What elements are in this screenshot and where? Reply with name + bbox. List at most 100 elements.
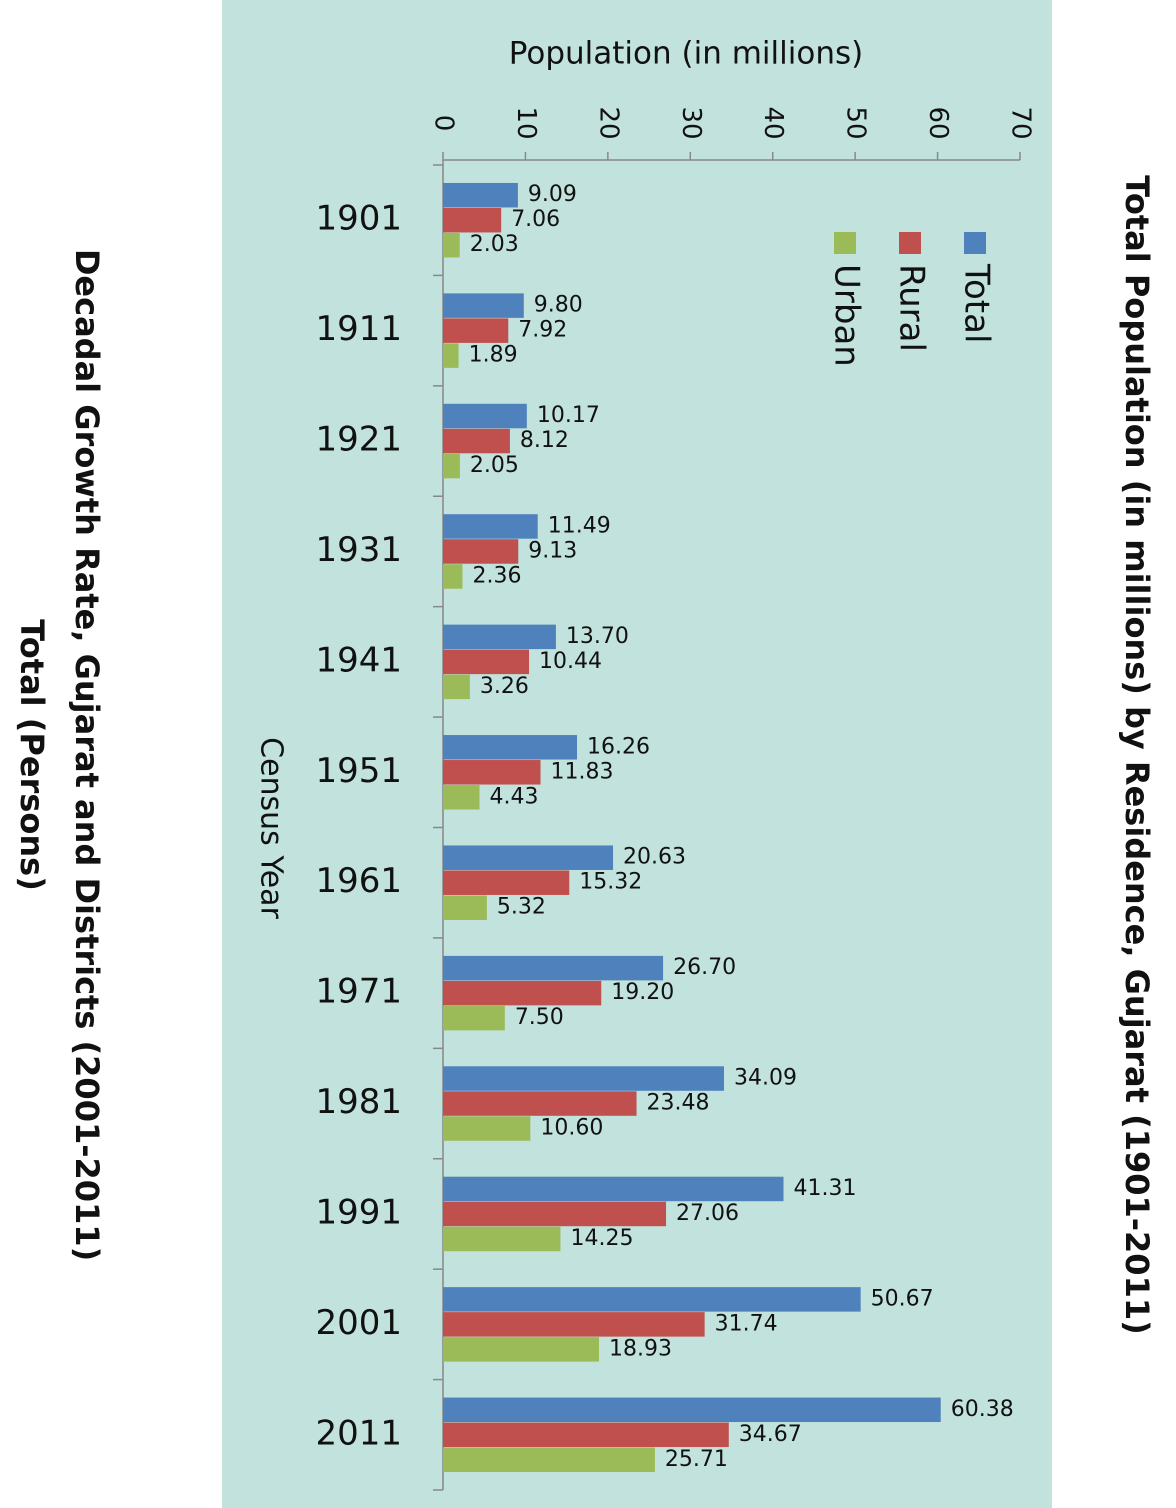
data-label: 25.71 bbox=[665, 1447, 728, 1472]
bar bbox=[443, 980, 602, 1006]
bar bbox=[443, 1005, 505, 1031]
data-label: 9.09 bbox=[528, 182, 577, 207]
data-label: 15.32 bbox=[579, 870, 642, 895]
data-label: 10.44 bbox=[539, 649, 602, 674]
y-tick-label: 1911 bbox=[315, 309, 402, 349]
data-label: 2.36 bbox=[472, 563, 521, 588]
bar bbox=[443, 674, 470, 700]
bar bbox=[443, 1066, 724, 1091]
data-label: 7.92 bbox=[518, 318, 567, 343]
y-tick-label: 2001 bbox=[315, 1303, 402, 1343]
data-label: 34.67 bbox=[739, 1422, 802, 1447]
bar bbox=[443, 870, 570, 895]
x-tick-label: 50 bbox=[841, 106, 871, 139]
bar bbox=[443, 318, 509, 343]
bar bbox=[443, 624, 556, 650]
bar bbox=[443, 1116, 531, 1141]
data-label: 31.74 bbox=[715, 1311, 778, 1336]
x-tick-label: 10 bbox=[511, 106, 541, 139]
legend-label: Total bbox=[957, 263, 997, 343]
data-label: 26.70 bbox=[673, 955, 736, 980]
bar bbox=[443, 1176, 784, 1202]
data-label: 2.03 bbox=[470, 232, 519, 257]
data-label: 9.80 bbox=[534, 293, 583, 318]
data-label: 60.38 bbox=[951, 1397, 1014, 1422]
note: Total (Persons) bbox=[13, 619, 51, 891]
legend-label: Urban bbox=[827, 264, 867, 367]
y-tick-label: 1931 bbox=[315, 530, 402, 570]
legend-swatch bbox=[964, 232, 986, 254]
y-tick-label: 1981 bbox=[315, 1082, 402, 1122]
data-label: 23.48 bbox=[647, 1091, 710, 1116]
bar bbox=[443, 293, 524, 318]
bar bbox=[443, 845, 614, 870]
x-tick-label: 60 bbox=[923, 106, 953, 139]
data-label: 13.70 bbox=[566, 624, 629, 649]
y-axis-label: Census Year bbox=[254, 737, 289, 919]
bar bbox=[443, 343, 459, 368]
y-tick-label: 1921 bbox=[315, 420, 402, 460]
x-tick-label: 30 bbox=[676, 106, 706, 139]
data-label: 11.83 bbox=[551, 759, 614, 784]
data-label: 1.89 bbox=[469, 343, 518, 368]
bar bbox=[443, 955, 664, 981]
data-label: 34.09 bbox=[734, 1066, 797, 1091]
bar bbox=[443, 453, 460, 479]
legend-label: Rural bbox=[892, 264, 932, 352]
data-label: 50.67 bbox=[871, 1286, 934, 1311]
bar bbox=[443, 564, 463, 589]
y-tick-label: 2011 bbox=[315, 1413, 402, 1453]
bar bbox=[443, 1312, 705, 1337]
bar bbox=[443, 1201, 667, 1227]
bar bbox=[443, 232, 460, 258]
data-label: 4.43 bbox=[490, 784, 539, 809]
data-label: 20.63 bbox=[623, 845, 686, 870]
bar bbox=[443, 1422, 729, 1448]
data-label: 7.06 bbox=[511, 207, 560, 232]
bar bbox=[443, 760, 541, 785]
data-label: 10.60 bbox=[540, 1116, 603, 1141]
bar bbox=[443, 514, 538, 539]
bar bbox=[443, 1397, 941, 1423]
note: Decadal Growth Rate, Gujarat and Distric… bbox=[68, 249, 106, 1261]
y-tick-label: 1991 bbox=[315, 1192, 402, 1232]
data-label: 16.26 bbox=[587, 734, 650, 759]
data-label: 2.05 bbox=[470, 453, 519, 478]
data-label: 9.13 bbox=[528, 538, 577, 563]
data-label: 27.06 bbox=[676, 1201, 739, 1226]
bar bbox=[443, 182, 518, 208]
data-label: 11.49 bbox=[548, 513, 611, 538]
y-tick-label: 1941 bbox=[315, 640, 402, 680]
x-axis-label: Population (in millions) bbox=[509, 36, 863, 72]
x-tick-label: 70 bbox=[1006, 106, 1036, 139]
bar bbox=[443, 1091, 637, 1116]
x-tick-label: 0 bbox=[429, 115, 459, 132]
data-label: 18.93 bbox=[609, 1336, 672, 1361]
data-label: 7.50 bbox=[515, 1005, 564, 1030]
bar bbox=[443, 785, 480, 810]
bar bbox=[443, 428, 510, 454]
bar bbox=[443, 735, 578, 760]
x-tick-label: 20 bbox=[593, 106, 623, 139]
data-label: 41.31 bbox=[794, 1176, 857, 1201]
bar bbox=[443, 1447, 655, 1473]
bar bbox=[443, 403, 527, 429]
y-tick-label: 1971 bbox=[315, 972, 402, 1012]
data-label: 14.25 bbox=[570, 1226, 633, 1251]
bar bbox=[443, 207, 502, 233]
legend-swatch bbox=[899, 232, 921, 254]
bar bbox=[443, 649, 530, 675]
bar bbox=[443, 539, 519, 564]
data-label: 3.26 bbox=[480, 674, 529, 699]
bar bbox=[443, 1337, 600, 1362]
y-tick-label: 1961 bbox=[315, 861, 402, 901]
data-label: 10.17 bbox=[537, 403, 600, 428]
data-label: 19.20 bbox=[611, 980, 674, 1005]
chart-title: Total Population (in millions) by Reside… bbox=[1118, 175, 1156, 1334]
bar bbox=[443, 1226, 561, 1252]
legend-swatch bbox=[834, 232, 856, 254]
y-tick-label: 1951 bbox=[315, 751, 402, 791]
x-tick-label: 40 bbox=[758, 106, 788, 139]
data-label: 5.32 bbox=[497, 895, 546, 920]
